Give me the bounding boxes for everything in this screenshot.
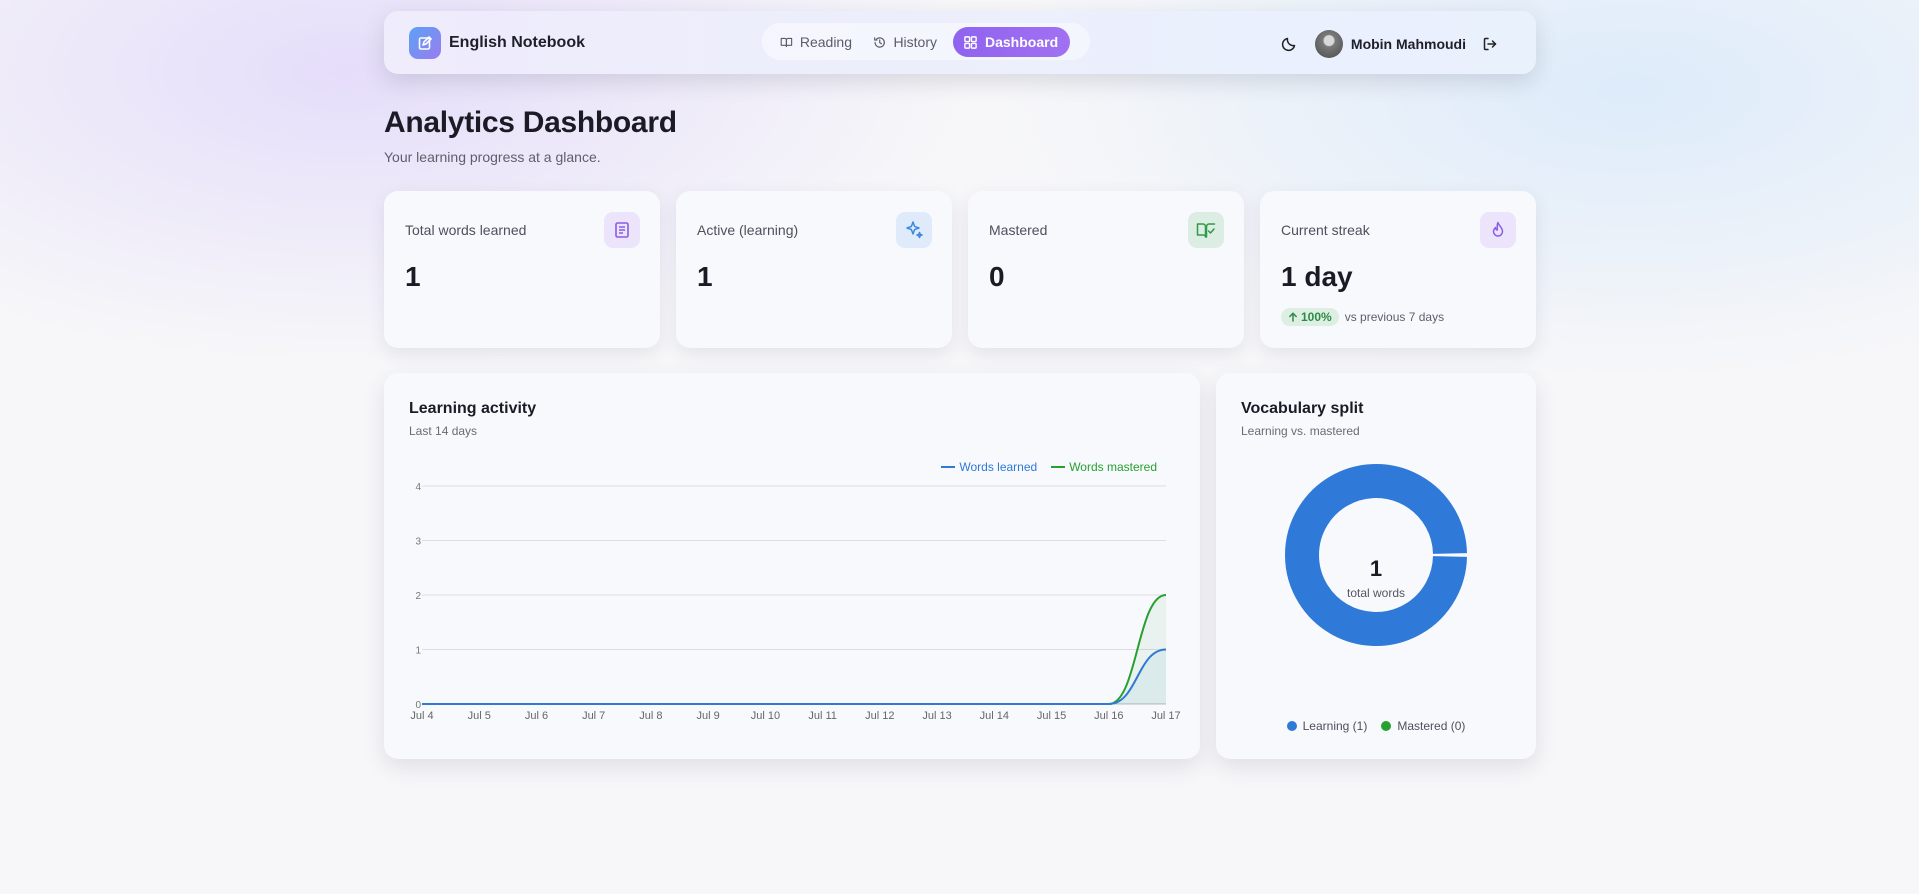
x-tick-label: Jul 17 [1151, 710, 1180, 722]
stat-label: Current streak [1281, 222, 1370, 238]
trend-note: vs previous 7 days [1344, 310, 1445, 324]
x-tick-label: Jul 12 [865, 710, 894, 722]
donut-slice-learning[interactable] [1285, 464, 1467, 646]
vocabulary-split-panel: Vocabulary split Learning vs. mastered 1… [1216, 373, 1536, 759]
stat-value: 1 [697, 261, 713, 292]
chart-legend: Words learned Words mastered [927, 460, 1157, 474]
theme-toggle-moon-icon[interactable] [1281, 36, 1297, 52]
arrow-up-icon [1289, 312, 1297, 322]
trend-badge: 100% [1281, 308, 1339, 326]
stat-card-active: Active (learning) 1 [676, 191, 952, 348]
y-tick-label: 4 [415, 482, 421, 493]
stat-label: Active (learning) [697, 222, 799, 238]
x-tick-label: Jul 6 [525, 710, 548, 722]
flame-icon [1480, 212, 1516, 248]
line-chart: 0 1 2 3 4 Jul 4 Jul 5 Jul 6 Jul 7 Jul 8 Jul 9 Jul 1… [410, 482, 1180, 722]
legend-words-learned[interactable]: Words learned [941, 460, 1037, 474]
x-tick-label: Jul 13 [922, 710, 951, 722]
donut-legend: Learning (1) Mastered (0) [1216, 719, 1536, 733]
legend-learning[interactable]: Learning (1) [1286, 719, 1367, 733]
book-check-icon [1188, 212, 1224, 248]
panel-subtitle: Last 14 days [409, 424, 478, 438]
user-area: Mobin Mahmoudi [1281, 30, 1498, 58]
grid-icon [964, 35, 977, 49]
x-tick-label: Jul 16 [1094, 710, 1123, 722]
notebook-pen-icon [409, 27, 441, 59]
panel-title: Vocabulary split [1241, 400, 1364, 417]
x-tick-label: Jul 8 [639, 710, 662, 722]
history-icon [874, 36, 885, 48]
tab-dashboard-label: Dashboard [985, 34, 1059, 50]
notebook-icon [604, 212, 640, 248]
learning-activity-panel: Learning activity Last 14 days Words lea… [384, 373, 1200, 759]
stat-value: 1 [405, 261, 421, 292]
donut-total-label: total words [1346, 586, 1406, 600]
main-tabs: Reading History Dashboard [762, 23, 1090, 60]
x-tick-label: Jul 5 [468, 710, 491, 722]
series-words-learned-area [422, 649, 1166, 704]
y-tick-label: 3 [415, 537, 421, 548]
app-name: English Notebook [449, 34, 585, 51]
book-open-icon [780, 37, 793, 47]
top-navbar: English Notebook Reading History Dashboa… [384, 11, 1536, 74]
legend-words-mastered[interactable]: Words mastered [1051, 460, 1157, 474]
x-tick-label: Jul 11 [808, 710, 837, 722]
tab-history-label: History [893, 34, 937, 50]
tab-reading[interactable]: Reading [770, 27, 862, 57]
page-subtitle: Your learning progress at a glance. [384, 149, 601, 165]
logout-icon[interactable] [1482, 36, 1498, 52]
x-tick-label: Jul 14 [980, 710, 1009, 722]
x-tick-label: Jul 4 [410, 710, 433, 722]
tab-history[interactable]: History [863, 27, 947, 57]
x-tick-label: Jul 10 [751, 710, 780, 722]
stat-card-streak: Current streak 1 day 100% vs previous 7 … [1260, 191, 1536, 348]
donut-chart [1285, 464, 1467, 646]
user-name[interactable]: Mobin Mahmoudi [1350, 36, 1466, 52]
page-title: Analytics Dashboard [384, 106, 677, 139]
y-tick-label: 1 [415, 646, 421, 657]
tab-reading-label: Reading [799, 34, 852, 50]
sparkles-icon [896, 212, 932, 248]
x-tick-label: Jul 15 [1037, 710, 1066, 722]
y-tick-label: 2 [415, 591, 421, 602]
avatar[interactable] [1314, 30, 1343, 58]
x-tick-label: Jul 7 [582, 710, 605, 722]
stat-label: Total words learned [405, 222, 527, 238]
tab-dashboard[interactable]: Dashboard [953, 27, 1070, 57]
brand[interactable]: English Notebook [409, 27, 585, 59]
panel-title: Learning activity [409, 400, 537, 417]
x-tick-label: Jul 9 [697, 710, 720, 722]
donut-total-value: 1 [1369, 556, 1383, 581]
trend-value: 100% [1301, 310, 1332, 324]
panel-subtitle: Learning vs. mastered [1241, 424, 1360, 438]
stat-label: Mastered [989, 222, 1048, 238]
stat-card-total-words: Total words learned 1 [384, 191, 660, 348]
y-tick-label: 0 [415, 700, 421, 711]
stat-value: 0 [989, 261, 1005, 292]
stat-card-mastered: Mastered 0 [968, 191, 1244, 348]
legend-mastered[interactable]: Mastered (0) [1381, 719, 1465, 733]
stat-value: 1 day [1281, 261, 1353, 292]
series-words-learned-line [422, 648, 1167, 705]
streak-trend: 100% vs previous 7 days [1281, 308, 1444, 326]
